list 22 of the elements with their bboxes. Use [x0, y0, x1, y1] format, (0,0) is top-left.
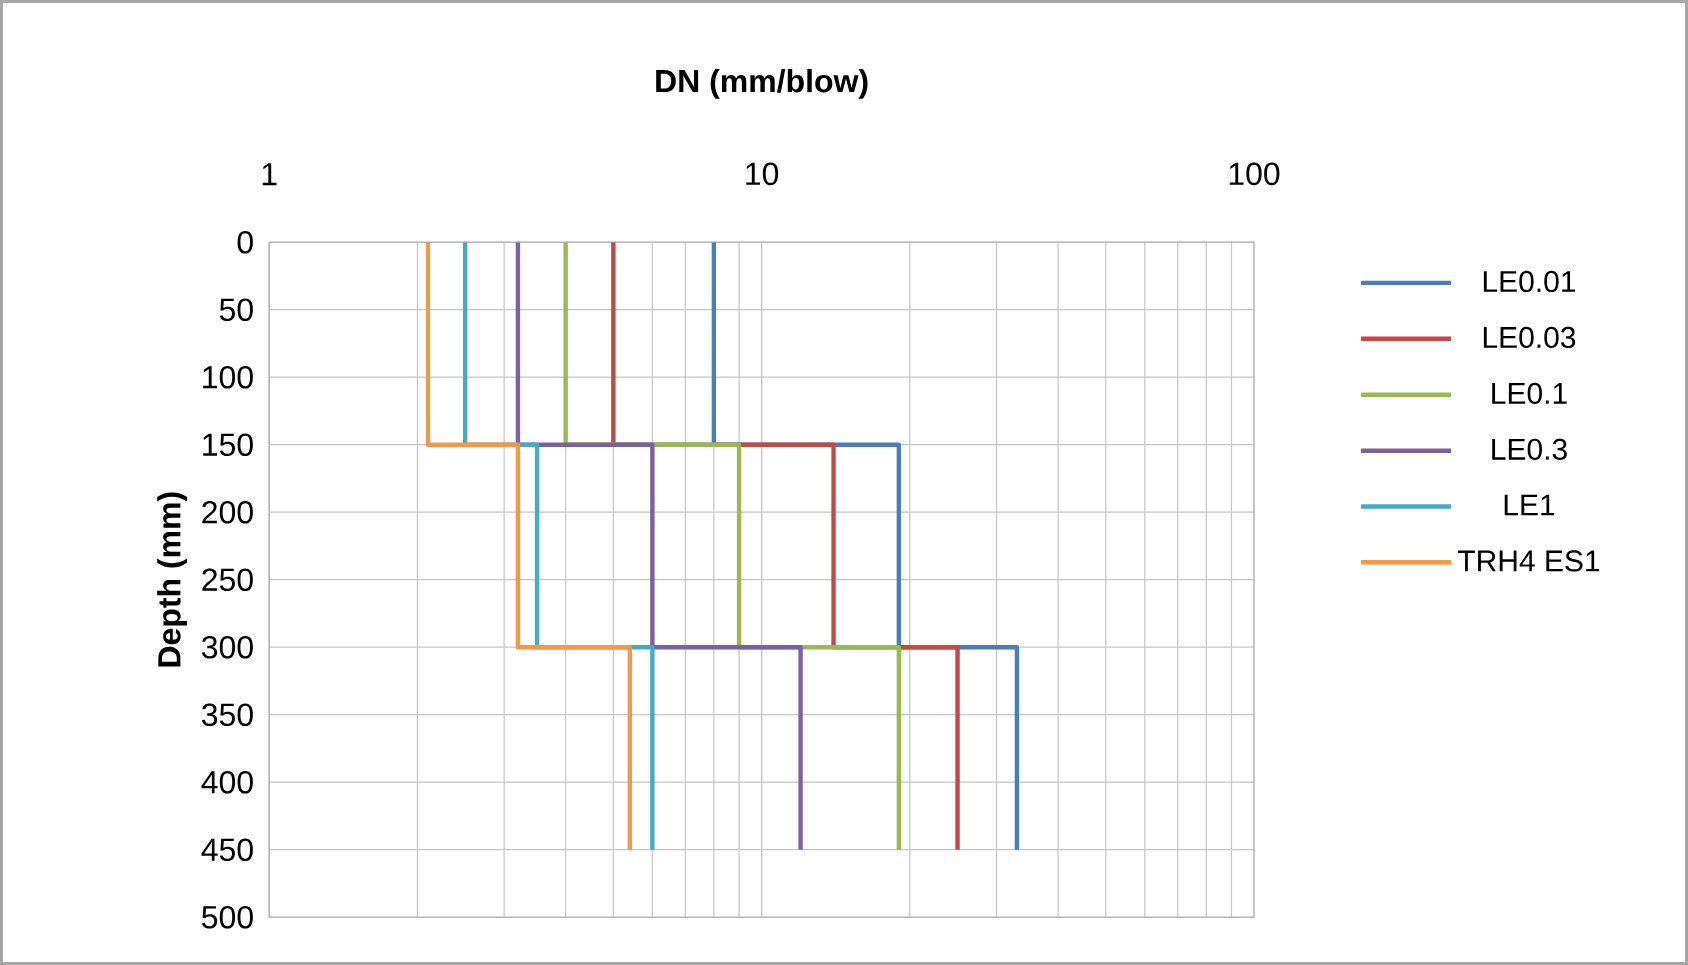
y-tick-label: 0	[237, 230, 253, 254]
y-tick-label: 450	[201, 838, 253, 862]
legend-label: LE1	[1504, 494, 1555, 516]
y-tick-label: 200	[202, 500, 253, 524]
x-tick-label: 100	[1229, 162, 1280, 186]
legend-label: LE0.3	[1492, 438, 1567, 460]
y-tick-label: 150	[203, 433, 253, 457]
legend-label: LE0.03	[1483, 326, 1576, 349]
y-tick-label: 300	[201, 635, 253, 659]
x-axis-title: DN (mm/blow)	[656, 68, 868, 99]
legend-label: LE0.1	[1492, 382, 1567, 404]
x-tick-label: 10	[746, 162, 779, 186]
y-axis-title: Depth (mm)	[157, 492, 188, 667]
y-tick-label: 250	[202, 568, 253, 592]
y-tick-label: 350	[201, 703, 253, 727]
y-tick-label: 50	[219, 298, 253, 322]
legend-label: TRH4 ES1	[1457, 550, 1600, 572]
y-tick-label: 400	[201, 770, 253, 794]
x-tick-label: 1	[262, 163, 277, 186]
y-tick-label: 500	[202, 905, 253, 929]
y-tick-label: 100	[203, 365, 253, 389]
legend-label: LE0.01	[1483, 270, 1576, 293]
